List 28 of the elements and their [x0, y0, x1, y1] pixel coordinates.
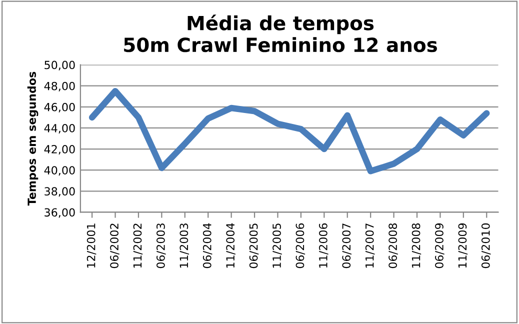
x-tick-label: 11/2003: [180, 224, 189, 268]
x-tick-label: 12/2001: [86, 224, 96, 268]
y-tick-label: 48,00: [44, 82, 75, 92]
x-tick-label: 11/2004: [226, 223, 236, 268]
y-tick-label: 42,00: [44, 145, 75, 155]
y-tick-label: 40,00: [44, 166, 75, 176]
y-tick-label: 44,00: [44, 124, 75, 134]
x-tick-label: 06/2008: [388, 223, 398, 268]
x-tick-label: 11/2002: [133, 224, 143, 268]
x-tick-label: 11/2009: [458, 223, 468, 268]
y-tick-label: 46,00: [44, 102, 75, 112]
x-tick-label: 06/2003: [156, 224, 166, 268]
x-tick-label: 06/2007: [342, 224, 352, 268]
x-tick-label: 06/2009: [435, 223, 444, 268]
y-tick-label: 38,00: [44, 187, 75, 197]
x-tick-label: 06/2004: [202, 223, 212, 268]
y-tick-label: 50,00: [44, 60, 75, 70]
x-tick-label: 11/2007: [365, 224, 375, 268]
x-tick-label: 11/2006: [318, 223, 328, 268]
x-tick-label: 06/2005: [249, 224, 259, 268]
y-axis-title: Tempos em segundos: [27, 72, 38, 206]
x-tick-label: 11/2008: [412, 223, 422, 268]
chart-title: Média de tempos 50m Crawl Feminino 12 anos: [124, 14, 437, 52]
x-tick-label: 06/2010: [481, 223, 491, 268]
x-tick-label: 11/2005: [272, 224, 282, 268]
x-tick-label: 06/2006: [296, 223, 306, 268]
x-tick-label: 06/2002: [110, 224, 120, 268]
y-tick-label: 36,00: [44, 208, 75, 218]
